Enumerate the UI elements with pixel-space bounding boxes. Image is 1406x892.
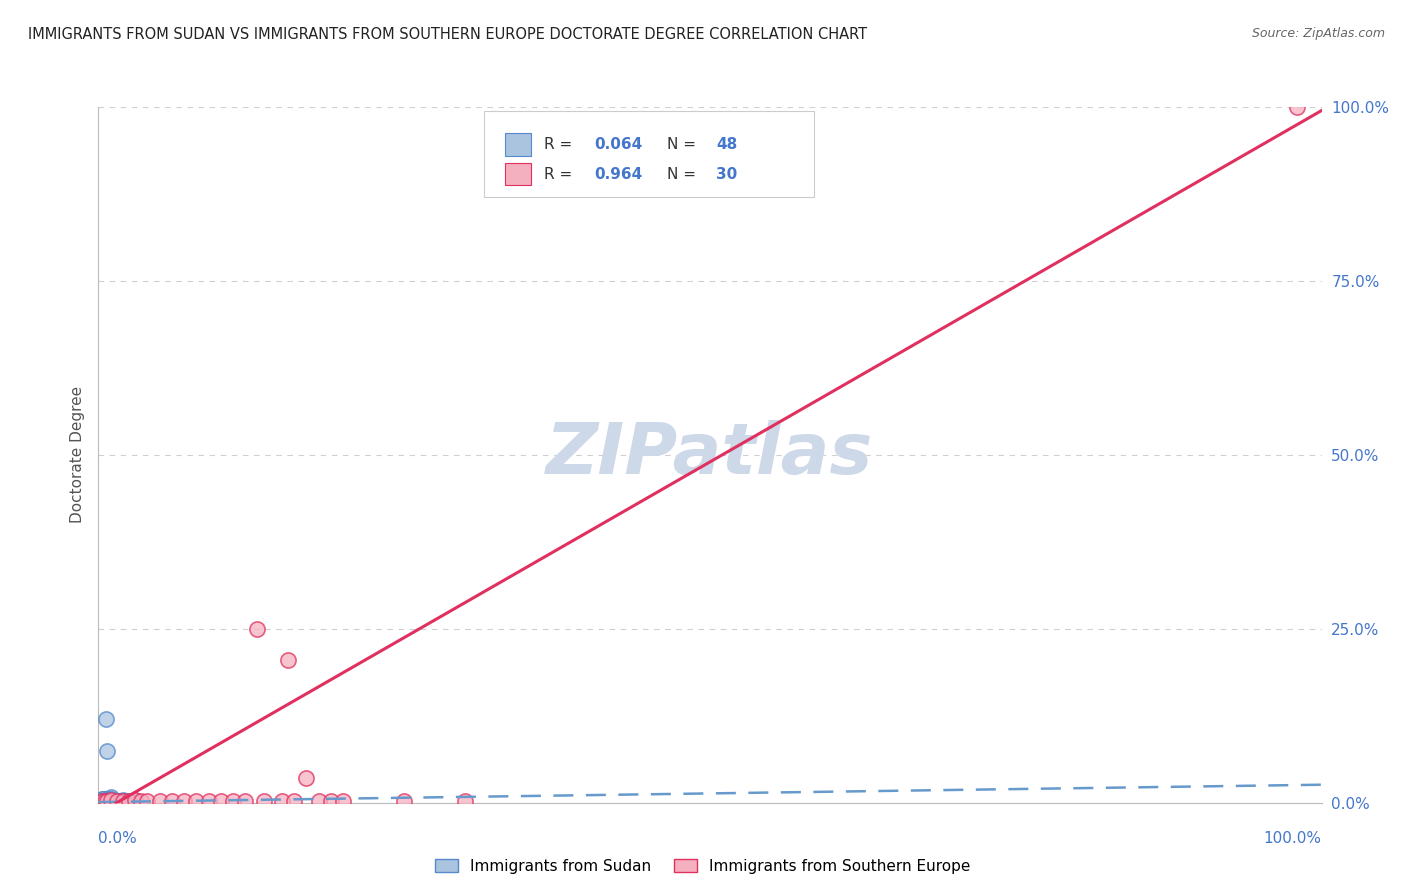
Point xyxy=(173,794,195,808)
Text: IMMIGRANTS FROM SUDAN VS IMMIGRANTS FROM SOUTHERN EUROPE DOCTORATE DEGREE CORREL: IMMIGRANTS FROM SUDAN VS IMMIGRANTS FROM… xyxy=(28,27,868,42)
Point xyxy=(96,794,118,808)
Point xyxy=(129,794,152,808)
Legend: Immigrants from Sudan, Immigrants from Southern Europe: Immigrants from Sudan, Immigrants from S… xyxy=(429,853,977,880)
Text: 100.0%: 100.0% xyxy=(1264,830,1322,846)
Point xyxy=(103,794,125,808)
Point xyxy=(97,793,120,807)
Point xyxy=(98,792,121,806)
Point xyxy=(118,794,141,808)
Point xyxy=(124,793,146,807)
Point xyxy=(101,794,124,808)
Text: 0.064: 0.064 xyxy=(593,136,643,152)
Point xyxy=(107,794,129,808)
Text: 30: 30 xyxy=(716,167,737,181)
Point xyxy=(98,794,121,808)
Point xyxy=(94,794,117,808)
Point xyxy=(197,794,219,808)
Point xyxy=(277,653,299,667)
Point xyxy=(110,794,132,808)
Point xyxy=(96,794,118,808)
Point xyxy=(246,622,269,636)
FancyBboxPatch shape xyxy=(484,111,814,197)
Point xyxy=(136,794,159,808)
FancyBboxPatch shape xyxy=(505,163,531,186)
Point xyxy=(105,794,128,808)
Point xyxy=(97,794,120,808)
Point xyxy=(96,744,118,758)
Point xyxy=(100,793,122,807)
Point xyxy=(97,794,120,808)
Point xyxy=(91,794,114,808)
Point xyxy=(111,794,134,808)
Point xyxy=(91,791,114,805)
Point xyxy=(111,794,134,808)
Point xyxy=(93,793,115,807)
Point xyxy=(91,793,114,807)
Point xyxy=(94,794,117,808)
Point xyxy=(319,794,342,808)
Point xyxy=(308,794,330,808)
Point xyxy=(186,794,208,808)
Point xyxy=(100,790,122,805)
Point xyxy=(283,794,305,808)
Point xyxy=(252,794,274,808)
Point xyxy=(91,792,114,806)
Point xyxy=(295,772,318,786)
Point xyxy=(93,792,115,806)
Point xyxy=(124,793,146,807)
Text: 48: 48 xyxy=(716,136,737,152)
Point xyxy=(91,794,114,808)
Point xyxy=(91,794,114,808)
Point xyxy=(454,794,477,808)
Point xyxy=(91,794,114,808)
Point xyxy=(94,794,117,808)
Point xyxy=(93,794,115,808)
Point xyxy=(101,793,124,807)
Text: Source: ZipAtlas.com: Source: ZipAtlas.com xyxy=(1251,27,1385,40)
Point xyxy=(118,794,141,808)
Point xyxy=(101,794,124,808)
Text: 0.964: 0.964 xyxy=(593,167,643,181)
Text: R =: R = xyxy=(544,167,576,181)
Point xyxy=(100,792,122,806)
Point xyxy=(149,794,172,808)
Point xyxy=(91,791,114,805)
Point xyxy=(91,794,114,808)
Point xyxy=(96,793,118,807)
Point xyxy=(100,793,122,807)
Point xyxy=(90,793,112,807)
Text: 0.0%: 0.0% xyxy=(98,830,138,846)
Point xyxy=(94,712,117,726)
Point xyxy=(392,794,416,808)
Point xyxy=(97,794,120,808)
Point xyxy=(98,794,121,808)
Point xyxy=(94,794,117,808)
Text: N =: N = xyxy=(668,167,702,181)
Point xyxy=(1286,100,1309,114)
Point xyxy=(233,794,256,808)
Text: ZIPatlas: ZIPatlas xyxy=(547,420,873,490)
Y-axis label: Doctorate Degree: Doctorate Degree xyxy=(69,386,84,524)
Point xyxy=(332,794,354,808)
Point xyxy=(111,793,134,807)
Point xyxy=(114,794,136,808)
Point xyxy=(222,794,245,808)
Point xyxy=(104,794,127,808)
Point xyxy=(100,794,122,808)
Point xyxy=(160,794,183,808)
Point xyxy=(105,794,128,808)
Text: R =: R = xyxy=(544,136,576,152)
Point xyxy=(105,794,128,808)
Point xyxy=(101,794,124,808)
Point xyxy=(91,793,114,807)
Point xyxy=(270,794,294,808)
Point xyxy=(209,794,232,808)
Text: N =: N = xyxy=(668,136,702,152)
Point xyxy=(93,794,115,808)
Point xyxy=(93,794,115,808)
FancyBboxPatch shape xyxy=(505,133,531,155)
